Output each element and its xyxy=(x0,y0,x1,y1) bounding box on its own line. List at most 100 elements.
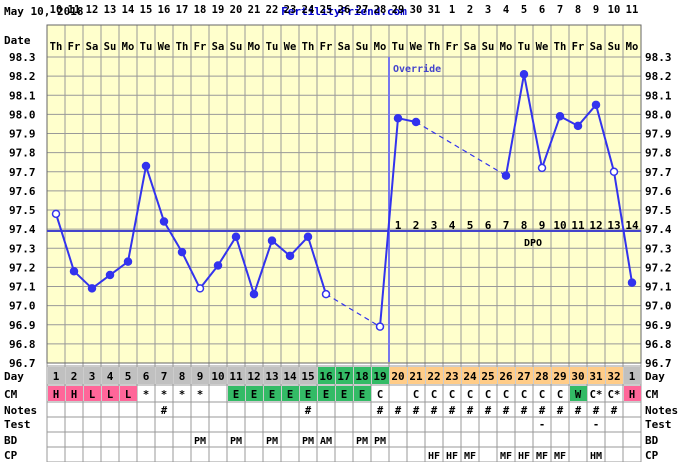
temp-segment xyxy=(505,74,525,176)
notes-cell[interactable]: # xyxy=(593,405,600,417)
temp-point[interactable] xyxy=(69,266,79,276)
override-label: Override xyxy=(393,63,441,75)
notes-cell[interactable]: # xyxy=(557,405,564,417)
dpo-number: 4 xyxy=(449,219,456,232)
date-day-label: 11 xyxy=(626,4,639,16)
cm-cell: E xyxy=(359,389,365,401)
temp-point[interactable] xyxy=(375,322,385,331)
notes-row-label-right: Notes xyxy=(645,404,678,417)
cp-cell: MF xyxy=(536,451,548,462)
temp-point[interactable] xyxy=(393,113,403,123)
cp-cell: HF xyxy=(518,451,530,462)
day-cell: 1 xyxy=(53,370,60,383)
weekday-label: Mo xyxy=(626,41,639,53)
temp-segment xyxy=(181,251,201,289)
temp-point[interactable] xyxy=(555,112,565,121)
temp-point[interactable] xyxy=(609,167,619,176)
weekday-label: Tu xyxy=(518,41,531,53)
date-day-label: 16 xyxy=(158,4,171,16)
cm-cell-bg xyxy=(282,386,299,401)
y-tick-label: 98.2 xyxy=(9,70,36,83)
day-cell: 24 xyxy=(463,370,477,383)
notes-cell[interactable]: # xyxy=(503,405,510,417)
temp-point[interactable] xyxy=(303,232,313,242)
bd-cell: AM xyxy=(320,436,332,447)
temp-point[interactable] xyxy=(285,251,295,261)
date-day-label: 1 xyxy=(449,4,455,16)
cm-cell-bg xyxy=(246,386,263,401)
temp-point[interactable] xyxy=(177,247,187,257)
notes-cell[interactable]: # xyxy=(539,405,546,417)
chart-date: May 10, 2018 xyxy=(4,5,83,18)
temp-point[interactable] xyxy=(249,289,259,299)
cp-row-label: CP xyxy=(4,449,18,462)
cm-cell-bg xyxy=(570,386,587,401)
temp-point[interactable] xyxy=(87,284,97,293)
temp-point[interactable] xyxy=(573,121,583,131)
temp-point[interactable] xyxy=(195,284,205,293)
notes-cell[interactable]: # xyxy=(377,405,384,417)
weekday-label: Fr xyxy=(68,41,81,53)
temp-point[interactable] xyxy=(519,69,529,79)
cm-row-label-right: CM xyxy=(645,388,659,401)
test-row-label-right: Test xyxy=(645,418,672,431)
temp-point[interactable] xyxy=(105,270,115,280)
notes-cell[interactable]: # xyxy=(575,405,582,417)
temp-point[interactable] xyxy=(591,100,601,110)
cm-cell: C xyxy=(503,389,509,401)
notes-cell[interactable]: # xyxy=(161,405,168,417)
cp-cell: HM xyxy=(590,451,602,462)
weekday-label: Fr xyxy=(572,41,585,53)
temp-point[interactable] xyxy=(141,161,151,171)
temp-point[interactable] xyxy=(51,209,61,219)
day-cell: 27 xyxy=(517,370,530,383)
notes-cell[interactable]: # xyxy=(413,405,420,417)
temp-point[interactable] xyxy=(411,117,421,127)
temp-point[interactable] xyxy=(627,278,637,287)
y-tick-label: 97.1 xyxy=(9,281,36,294)
temp-point[interactable] xyxy=(123,257,133,266)
y-tick-label: 97.5 xyxy=(9,204,36,217)
temp-point[interactable] xyxy=(267,236,277,245)
notes-cell[interactable]: # xyxy=(305,405,312,417)
cm-cell-bg xyxy=(120,386,137,401)
y-tick-label-right: 98.2 xyxy=(645,70,672,83)
notes-cell[interactable]: # xyxy=(449,405,456,417)
temp-point[interactable] xyxy=(159,217,169,226)
notes-cell[interactable]: # xyxy=(431,405,438,417)
temp-segment xyxy=(253,240,273,295)
date-day-label: 7 xyxy=(557,4,563,16)
temp-point[interactable] xyxy=(501,171,511,180)
day-cell-bg xyxy=(570,367,587,384)
date-day-label: 13 xyxy=(104,4,117,16)
temp-point[interactable] xyxy=(321,289,331,299)
cm-cell: E xyxy=(287,389,293,401)
date-day-label: 11 xyxy=(68,4,81,16)
cm-cell: E xyxy=(233,389,239,401)
day-cell: 2 xyxy=(71,370,78,383)
temp-point[interactable] xyxy=(231,232,241,242)
temp-point[interactable] xyxy=(537,163,547,173)
notes-cell[interactable]: # xyxy=(467,405,474,417)
day-cell: 29 xyxy=(553,370,566,383)
bd-cell: PM xyxy=(302,436,314,447)
notes-cell[interactable]: # xyxy=(395,405,402,417)
temp-point[interactable] xyxy=(213,261,223,270)
cm-cell: C xyxy=(449,389,455,401)
y-tick-label: 97.8 xyxy=(9,147,36,160)
site-link[interactable]: FertilityFriend.com xyxy=(281,5,407,18)
y-tick-label: 97.9 xyxy=(9,128,36,141)
cm-cell: E xyxy=(323,389,329,401)
y-axis-right: 98.3 98.2 98.1 98.0 97.9 97.8 97.7 97.6 97.5 97.4… xyxy=(645,51,672,370)
notes-cell[interactable]: # xyxy=(611,405,618,417)
notes-cell[interactable]: # xyxy=(485,405,492,417)
test-cell: - xyxy=(539,419,545,431)
weekday-label: Mo xyxy=(500,41,513,53)
weekday-label: Tu xyxy=(266,41,279,53)
day-cell-bg xyxy=(606,367,623,384)
day-cell-bg xyxy=(354,367,371,384)
notes-cell[interactable]: # xyxy=(521,405,528,417)
cm-row-label: CM xyxy=(4,388,18,401)
day-cell-bg xyxy=(48,367,65,384)
weekday-label: We xyxy=(158,41,171,53)
